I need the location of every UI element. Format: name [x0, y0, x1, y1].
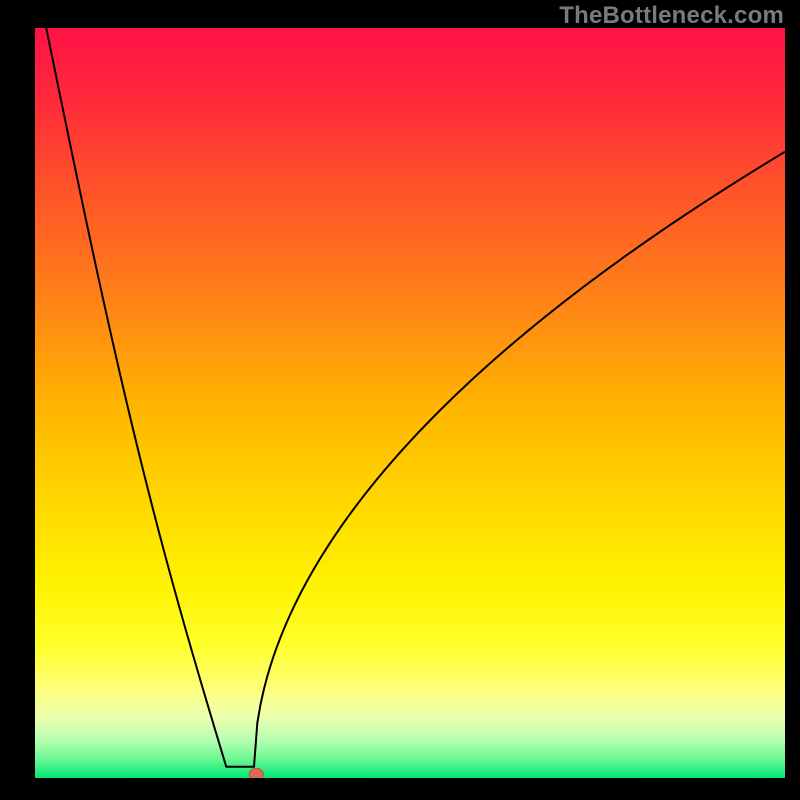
watermark-text: TheBottleneck.com [559, 2, 784, 30]
gradient-background [35, 28, 785, 778]
chart-frame: TheBottleneck.com [0, 0, 800, 800]
optimal-point-marker [249, 768, 263, 778]
bottleneck-chart [35, 28, 785, 778]
